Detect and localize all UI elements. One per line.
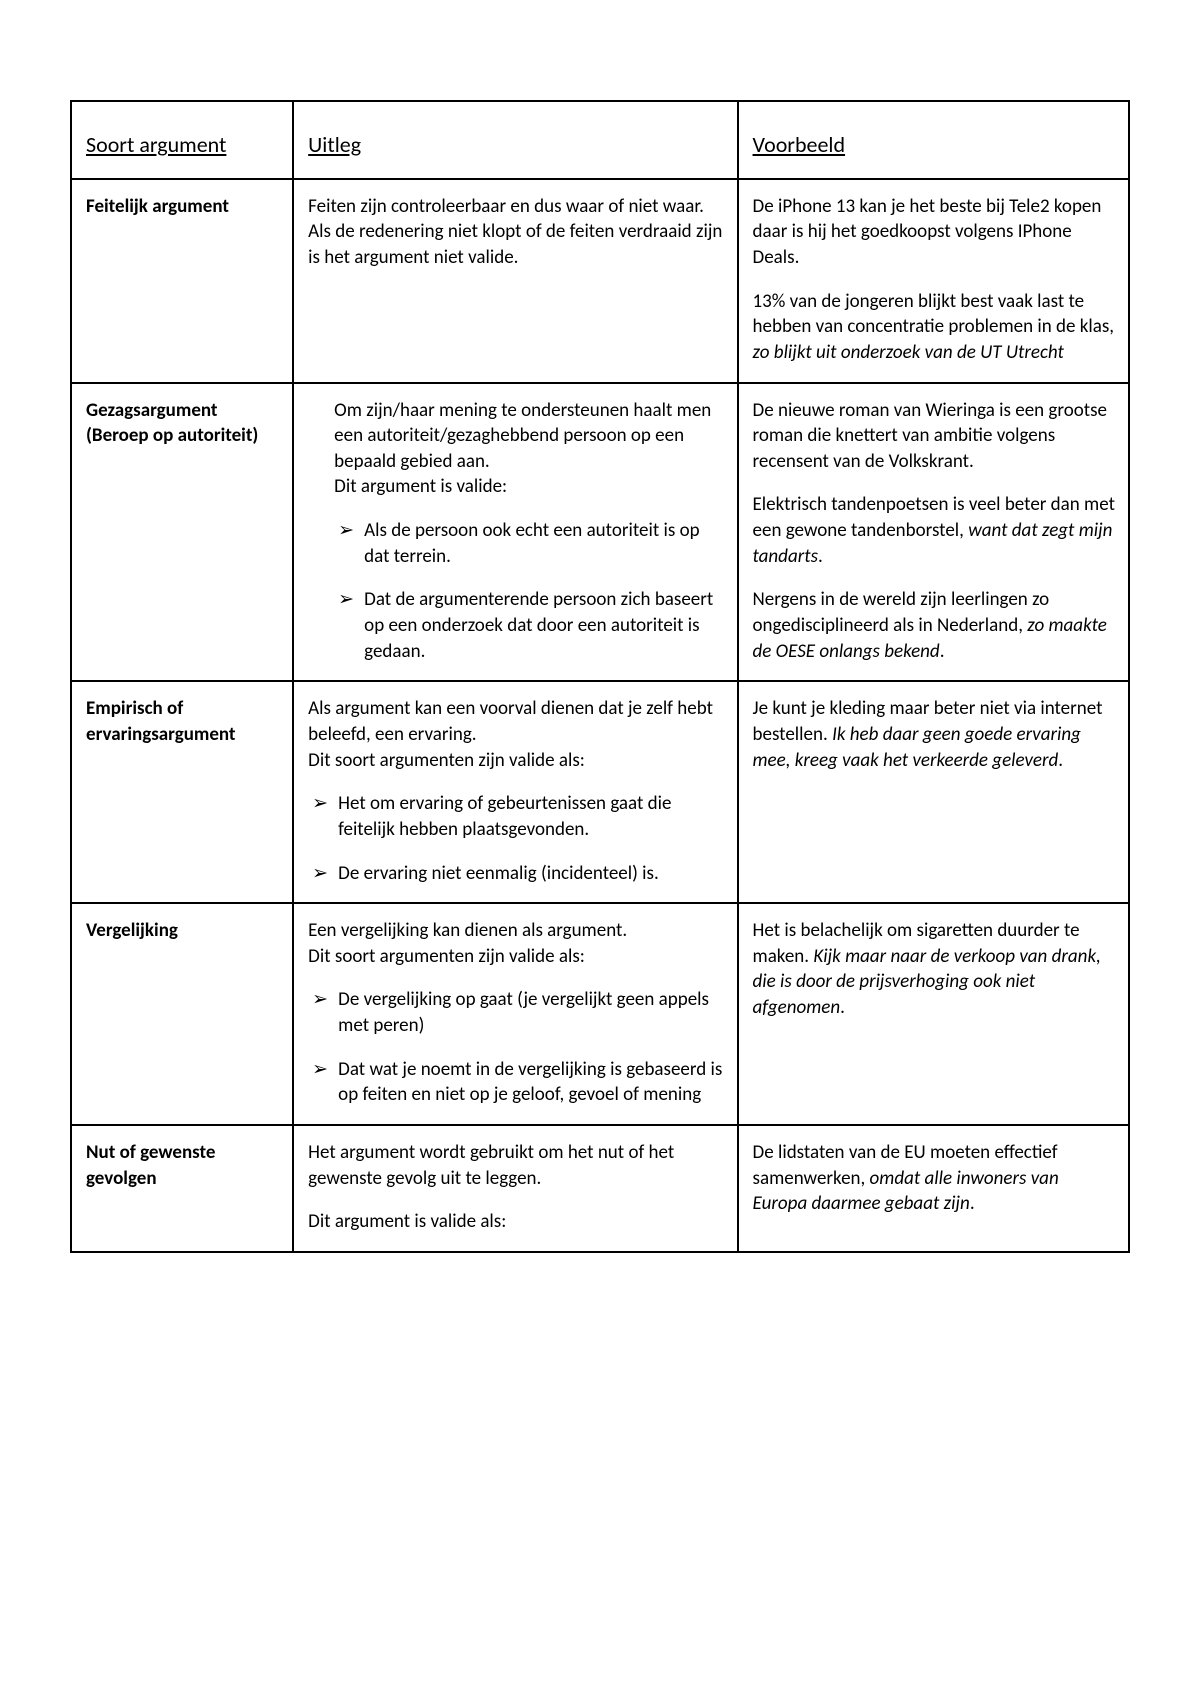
voorbeeld-text: De nieuwe roman van Wieringa is een groo… — [753, 398, 1116, 475]
uitleg-text: Dit argument is valide: — [334, 474, 724, 500]
voorbeeld-text: Nergens in de wereld zijn leerlingen zo … — [753, 587, 1116, 664]
table-row: Empirisch of ervaringsargument Als argum… — [71, 681, 1129, 903]
bullet-item: Het om ervaring of gebeurtenissen gaat d… — [308, 791, 724, 842]
argument-name: Gezagsargument (Beroep op autoriteit) — [71, 383, 293, 682]
arguments-table: Soort argument Uitleg Voorbeeld Feitelij… — [70, 100, 1130, 1253]
uitleg-text: Dit soort argumenten zijn valide als: — [308, 748, 724, 774]
bullet-item: De vergelijking op gaat (je vergelijkt g… — [308, 987, 724, 1038]
argument-name: Nut of gewenste gevolgen — [71, 1125, 293, 1252]
argument-name: Empirisch of ervaringsargument — [71, 681, 293, 903]
bullet-item: Als de persoon ook echt een autoriteit i… — [334, 518, 724, 569]
table-row: Feitelijk argument Feiten zijn controlee… — [71, 179, 1129, 383]
argument-voorbeeld: Het is belachelijk om sigaretten duurder… — [738, 903, 1129, 1125]
argument-voorbeeld: De lidstaten van de EU moeten effectief … — [738, 1125, 1129, 1252]
voorbeeld-text: De lidstaten van de EU moeten effectief … — [753, 1140, 1116, 1217]
argument-uitleg: Het argument wordt gebruikt om het nut o… — [293, 1125, 737, 1252]
col-header-soort: Soort argument — [71, 101, 293, 179]
uitleg-text: Feiten zijn controleerbaar en dus waar o… — [308, 194, 724, 271]
voorbeeld-text: De iPhone 13 kan je het beste bij Tele2 … — [753, 194, 1116, 271]
table-header-row: Soort argument Uitleg Voorbeeld — [71, 101, 1129, 179]
uitleg-text: Als argument kan een voorval dienen dat … — [308, 696, 724, 747]
argument-uitleg: Feiten zijn controleerbaar en dus waar o… — [293, 179, 737, 383]
argument-uitleg: Om zijn/haar mening te ondersteunen haal… — [293, 383, 737, 682]
document-page: Soort argument Uitleg Voorbeeld Feitelij… — [0, 0, 1200, 1698]
uitleg-text: Een vergelijking kan dienen als argument… — [308, 918, 724, 944]
argument-name: Vergelijking — [71, 903, 293, 1125]
argument-voorbeeld: De nieuwe roman van Wieringa is een groo… — [738, 383, 1129, 682]
table-row: Vergelijking Een vergelijking kan dienen… — [71, 903, 1129, 1125]
uitleg-text: Het argument wordt gebruikt om het nut o… — [308, 1140, 724, 1191]
col-header-voorbeeld: Voorbeeld — [738, 101, 1129, 179]
voorbeeld-text: 13% van de jongeren blijkt best vaak las… — [753, 289, 1116, 366]
voorbeeld-text: Je kunt je kleding maar beter niet via i… — [753, 696, 1116, 773]
argument-name: Feitelijk argument — [71, 179, 293, 383]
table-row: Nut of gewenste gevolgen Het argument wo… — [71, 1125, 1129, 1252]
uitleg-bullets: Als de persoon ook echt een autoriteit i… — [334, 518, 724, 664]
argument-voorbeeld: De iPhone 13 kan je het beste bij Tele2 … — [738, 179, 1129, 383]
bullet-item: Dat wat je noemt in de vergelijking is g… — [308, 1057, 724, 1108]
argument-voorbeeld: Je kunt je kleding maar beter niet via i… — [738, 681, 1129, 903]
uitleg-bullets: Het om ervaring of gebeurtenissen gaat d… — [308, 791, 724, 886]
uitleg-bullets: De vergelijking op gaat (je vergelijkt g… — [308, 987, 724, 1108]
uitleg-text: Om zijn/haar mening te ondersteunen haal… — [334, 398, 724, 475]
argument-uitleg: Een vergelijking kan dienen als argument… — [293, 903, 737, 1125]
table-row: Gezagsargument (Beroep op autoriteit) Om… — [71, 383, 1129, 682]
voorbeeld-text: Het is belachelijk om sigaretten duurder… — [753, 918, 1116, 1021]
bullet-item: De ervaring niet eenmalig (incidenteel) … — [308, 861, 724, 887]
col-header-uitleg: Uitleg — [293, 101, 737, 179]
voorbeeld-text: Elektrisch tandenpoetsen is veel beter d… — [753, 492, 1116, 569]
bullet-item: Dat de argumenterende persoon zich basee… — [334, 587, 724, 664]
uitleg-text: Dit argument is valide als: — [308, 1209, 724, 1235]
argument-uitleg: Als argument kan een voorval dienen dat … — [293, 681, 737, 903]
uitleg-text: Dit soort argumenten zijn valide als: — [308, 944, 724, 970]
